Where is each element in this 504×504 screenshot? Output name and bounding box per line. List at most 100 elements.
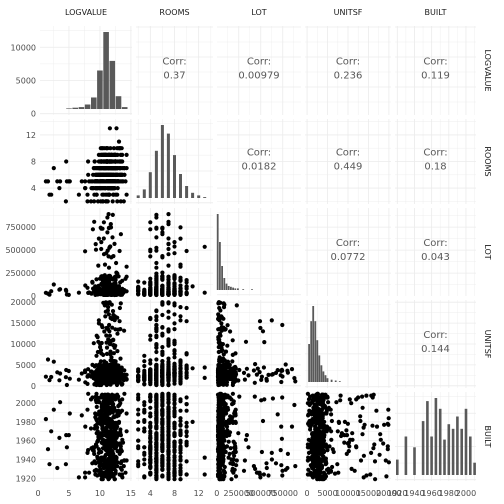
point [57, 378, 62, 383]
x-tick-label: 2000 [456, 489, 476, 498]
histogram-bar [310, 321, 313, 382]
point [226, 370, 231, 375]
point [178, 422, 183, 427]
panel-rooms-unitsf [305, 119, 391, 204]
point [306, 437, 311, 442]
point [86, 159, 91, 164]
point [92, 199, 97, 204]
point [292, 402, 297, 408]
histogram-bar [447, 424, 451, 475]
point [166, 445, 171, 450]
y-tick-label: 4 [31, 184, 36, 193]
point [111, 312, 116, 318]
point [371, 446, 376, 451]
point [148, 392, 153, 397]
point [120, 375, 126, 380]
corr-label: Corr: [336, 57, 360, 68]
point [43, 374, 49, 379]
point [110, 287, 115, 292]
point [116, 139, 122, 144]
point [216, 444, 221, 449]
point [94, 467, 99, 472]
point [166, 343, 171, 348]
histogram-bar [109, 60, 116, 109]
point [221, 422, 226, 427]
point [172, 281, 177, 286]
point [142, 445, 147, 450]
point [259, 449, 264, 455]
point [349, 466, 354, 471]
histogram-bar [160, 125, 164, 198]
column-strip-label: LOT [251, 8, 266, 17]
point [117, 409, 122, 414]
point [102, 262, 108, 267]
point [344, 451, 349, 456]
point [67, 411, 72, 416]
point [172, 366, 177, 371]
y-tick-label: 5000 [16, 76, 36, 85]
point [66, 292, 71, 297]
point [57, 435, 62, 440]
point [216, 463, 221, 468]
point [118, 146, 123, 151]
histogram-bar [456, 416, 459, 475]
point [45, 447, 51, 452]
point [334, 400, 339, 405]
point [85, 407, 90, 412]
histogram-bar [330, 379, 333, 382]
point [118, 356, 123, 361]
point [118, 172, 123, 177]
point [172, 372, 177, 377]
point [166, 236, 171, 241]
point [335, 462, 340, 467]
scatter-lot-vs-logvalue [43, 212, 129, 298]
point [118, 199, 123, 204]
point [95, 425, 100, 430]
point [93, 242, 98, 247]
point [178, 318, 183, 323]
histogram-bar [308, 344, 310, 382]
point [226, 439, 231, 444]
point [371, 392, 376, 397]
point [347, 444, 352, 449]
point [310, 409, 315, 414]
histogram-bar [451, 428, 455, 475]
point [104, 340, 109, 345]
x-tick-label: 0 [35, 489, 40, 498]
point [112, 241, 117, 246]
point [232, 467, 237, 472]
point [220, 315, 225, 320]
point [279, 463, 284, 468]
panel-logvalue-lot [217, 26, 301, 115]
point [216, 369, 221, 374]
point [95, 439, 100, 444]
point [93, 411, 98, 416]
point [66, 179, 71, 184]
panel-logvalue-rooms [136, 26, 213, 115]
point [344, 428, 349, 433]
point [172, 459, 177, 464]
point [172, 470, 177, 475]
y-tick-label: 2000 [16, 399, 36, 408]
point [105, 308, 110, 313]
point [178, 408, 183, 413]
point [101, 236, 106, 241]
corr-value: 0.144 [421, 344, 450, 355]
point [154, 467, 159, 472]
point [166, 382, 171, 388]
point [106, 212, 111, 217]
histogram-bar [234, 288, 237, 290]
point [115, 331, 120, 336]
point [217, 300, 222, 305]
point [102, 415, 107, 420]
point [154, 373, 159, 378]
point [329, 412, 334, 417]
point [273, 461, 279, 466]
point [336, 470, 341, 475]
y-tick-label: 15000 [11, 319, 36, 328]
corr-label: Corr: [423, 330, 447, 341]
histogram-bar [314, 321, 317, 382]
point [88, 374, 94, 379]
point [108, 349, 113, 354]
point [142, 457, 147, 462]
